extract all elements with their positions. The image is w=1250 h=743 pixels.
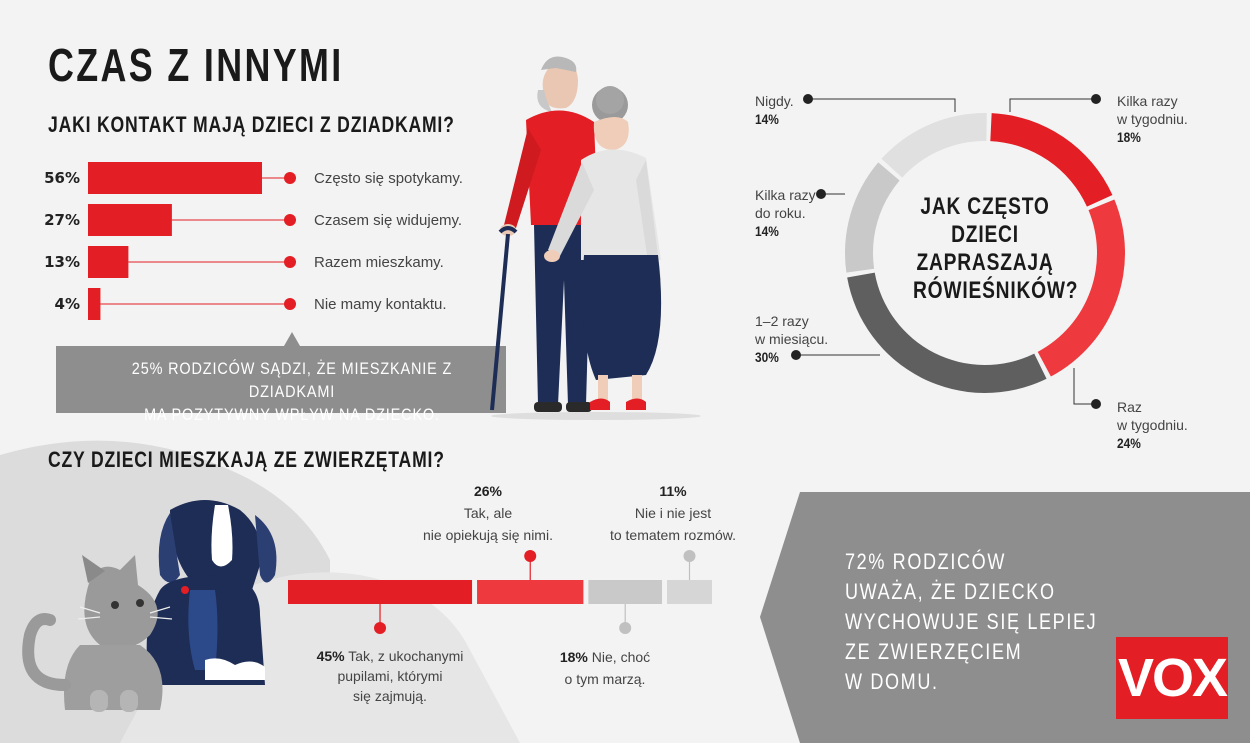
donut-label-nigdy: Nigdy. 14% — [755, 92, 794, 128]
value-label: 45% — [316, 648, 345, 664]
pets-callout-line-3: WYCHOWUJE SIĘ LEPIEJ — [845, 609, 1098, 634]
bar-marker — [284, 256, 296, 268]
label-line: Tak, ale — [463, 505, 513, 521]
bar-marker — [284, 172, 296, 184]
pets-callout-line-2: UWAŻA, ŻE DZIECKO — [845, 579, 1056, 604]
label-line: Raz — [1117, 399, 1142, 415]
label-text: Nie, choć — [591, 649, 651, 665]
grandparents-callout-line-1: 25% RODZICÓW SĄDZI, ŻE MIESZKANIE Z DZIA… — [131, 359, 453, 401]
friends-donut-chart — [845, 113, 1125, 393]
donut-slice — [1037, 199, 1125, 377]
pets-label-nie-i-nie-jest: 11% Nie i nie jest to tematem rozmów. — [588, 480, 758, 546]
grandparents-illustration — [490, 56, 701, 420]
stack-segment — [288, 580, 473, 604]
value-label: 18% — [559, 649, 588, 665]
label-line-1: 45% Tak, z ukochanymi — [300, 646, 480, 666]
value-label: 11% — [659, 483, 687, 499]
label-line: Nie i nie jest — [634, 505, 712, 521]
donut-title-line-3: ZAPRASZAJĄ — [916, 249, 1054, 276]
label-line: 1–2 razy — [755, 313, 809, 329]
bar — [88, 162, 262, 194]
bar-category-label: Razem mieszkamy. — [314, 254, 444, 271]
bar — [88, 204, 172, 236]
donut-label-raz-w-tygodniu: Raz w tygodniu. 24% — [1117, 398, 1188, 452]
stack-segment — [667, 580, 712, 604]
stack-marker — [374, 622, 387, 634]
bar-marker — [284, 214, 296, 226]
donut-title-line-2: DZIECI — [951, 221, 1019, 248]
donut-label-1-2-razy-w-miesiacu: 1–2 razy w miesiącu. 30% — [755, 312, 828, 366]
value-label: 18% — [1117, 129, 1141, 145]
bar — [88, 288, 101, 320]
bar-category-label: Czasem się widujemy. — [314, 212, 462, 229]
contact-bar-chart: 56% Często się spotykamy. 27% Czasem się wi… — [44, 162, 463, 320]
value-label: 14% — [755, 223, 779, 239]
pets-question: CZY DZIECI MIESZKAJĄ ZE ZWIERZĘTAMI? — [48, 447, 445, 472]
label-line: nie opiekują się nimi. — [423, 527, 553, 543]
value-label: 26% — [473, 483, 503, 499]
pets-callout: 72% RODZICÓW UWAŻA, ŻE DZIECKO WYCHOWUJE… — [845, 547, 1097, 697]
label-line: pupilami, którymi — [337, 668, 443, 684]
label-line: Nigdy. — [755, 93, 794, 109]
donut-title-line-1: JAK CZĘSTO — [920, 193, 1050, 220]
donut-slice — [990, 113, 1113, 207]
grandparents-callout: 25% RODZICÓW SĄDZI, ŻE MIESZKANIE Z DZIA… — [97, 357, 488, 426]
donut-slice — [881, 113, 987, 178]
pets-illustration — [22, 500, 277, 712]
donut-slice — [845, 162, 900, 273]
bar-value-label: 4% — [55, 295, 80, 313]
donut-title: JAK CZĘSTO DZIECI ZAPRASZAJĄ RÓWIEŚNIKÓW… — [895, 193, 1079, 305]
pets-callout-line-4: ZE ZWIERZĘCIEM — [845, 639, 1023, 664]
donut-label-kilka-razy-do-roku: Kilka razy do roku. 14% — [755, 186, 816, 240]
value-label: 24% — [1117, 435, 1141, 451]
vox-logo: VOX — [1116, 637, 1228, 719]
label-line: Kilka razy — [1117, 93, 1178, 109]
label-line: w tygodniu. — [1117, 111, 1188, 127]
pets-callout-line-5: W DOMU. — [845, 669, 939, 694]
label-line: się zajmują. — [353, 688, 427, 704]
bar — [88, 246, 129, 278]
label-line: w tygodniu. — [1117, 417, 1188, 433]
value-label: 30% — [755, 349, 779, 365]
bar-marker — [284, 298, 296, 310]
value-label: 14% — [755, 111, 779, 127]
label-line: Kilka razy — [755, 187, 816, 203]
grandparents-callout-line-2: MA POZYTYWNY WPŁYW NA DZIECKO. — [144, 405, 440, 424]
grandparents-callout-box — [56, 332, 506, 413]
label-line: to tematem rozmów. — [609, 527, 737, 543]
donut-label-kilka-razy-w-tygodniu: Kilka razy w tygodniu. 18% — [1117, 92, 1188, 146]
donut-slice — [847, 272, 1047, 393]
pets-callout-line-1: 72% RODZICÓW — [845, 549, 1007, 574]
bar-value-label: 13% — [44, 253, 80, 271]
pets-label-tak-ale: 26% Tak, ale nie opiekują się nimi. — [398, 480, 578, 546]
label-text: Tak, z ukochanymi — [348, 648, 464, 664]
donut-title-line-4: RÓWIEŚNIKÓW? — [913, 277, 1079, 304]
stack-marker — [524, 550, 537, 562]
label-line: do roku. — [755, 205, 806, 221]
page-title: CZAS Z INNYMI — [48, 39, 344, 91]
stack-segment — [588, 580, 663, 604]
pets-label-nie-choc: 18% Nie, choć o tym marzą. — [545, 646, 665, 690]
bar-value-label: 56% — [44, 169, 80, 187]
label-line-1: 18% Nie, choć — [545, 646, 665, 668]
label-line: o tym marzą. — [564, 671, 646, 687]
pets-label-tak-z-ukochanymi: 45% Tak, z ukochanymi pupilami, którymi … — [300, 646, 480, 706]
label-line: w miesiącu. — [755, 331, 829, 347]
bar-value-label: 27% — [44, 211, 80, 229]
contact-question: JAKI KONTAKT MAJĄ DZIECI Z DZIADKAMI? — [48, 112, 455, 137]
bar-category-label: Często się spotykamy. — [314, 170, 463, 187]
bar-category-label: Nie mamy kontaktu. — [314, 296, 447, 313]
stack-segment — [477, 580, 584, 604]
stack-marker — [619, 622, 632, 634]
stack-marker — [683, 550, 696, 562]
